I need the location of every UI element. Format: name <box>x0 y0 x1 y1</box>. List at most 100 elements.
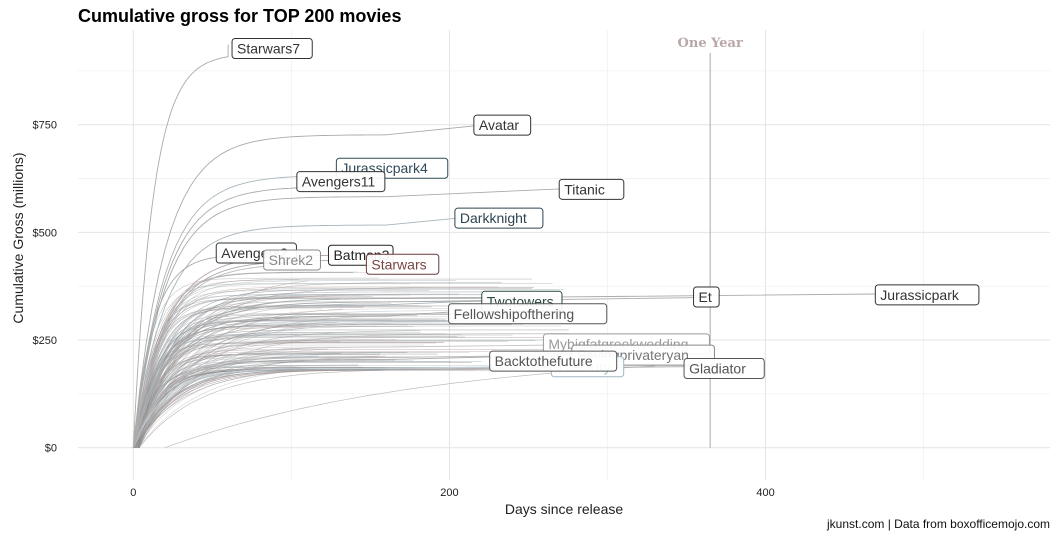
movie-line <box>136 360 414 448</box>
label-box <box>231 38 313 60</box>
movie-line <box>137 361 482 448</box>
series-line-backtothefuture <box>132 356 497 448</box>
movie-line <box>138 297 495 448</box>
series-line-fellowshipofthering <box>132 311 450 448</box>
series-line-avatar <box>132 124 482 448</box>
movie-line <box>134 301 496 448</box>
label-box <box>683 357 765 379</box>
movie-label-et: Et <box>693 286 720 308</box>
movie-label-jurassicpark: Jurassicpark <box>874 284 980 306</box>
y-tick-label: $750 <box>33 120 57 132</box>
movie-line <box>136 321 456 448</box>
label-text: Gladiator <box>689 360 746 376</box>
movie-line <box>134 324 524 448</box>
movie-label-avatar: Avatar <box>473 114 532 136</box>
series-line-thestory <box>132 365 576 448</box>
y-axis-title: Cumulative Gross (millions) <box>10 152 26 323</box>
movie-line <box>137 313 348 448</box>
movie-line <box>139 327 305 448</box>
movie-line <box>136 286 499 448</box>
movie-line <box>135 369 384 448</box>
label-box <box>454 207 544 229</box>
movie-line <box>134 329 569 448</box>
movie-line <box>133 369 361 448</box>
series-line-gladiator <box>132 366 687 448</box>
y-tick-label: $500 <box>33 227 57 239</box>
one-year-label: One Year <box>678 36 743 51</box>
label-text: Darkknight <box>460 210 527 226</box>
chart-title: Cumulative gross for TOP 200 movies <box>78 6 401 26</box>
movie-line <box>137 359 395 448</box>
movie-line <box>133 348 329 448</box>
label-box <box>693 286 720 308</box>
series-line-darkknight <box>132 217 458 448</box>
label-text: Et <box>699 289 712 305</box>
movie-line <box>136 334 513 448</box>
movie-label-darkknight: Darkknight <box>454 207 544 229</box>
x-tick-label: 400 <box>756 487 774 499</box>
movie-label-fellowshipofthering: Fellowshipofthering <box>448 303 608 325</box>
movie-line <box>133 366 363 448</box>
label-text: Avengers11 <box>302 174 376 190</box>
movie-label-titanic: Titanic <box>558 178 625 200</box>
y-axis-ticks: $0 $250 $500 $750 <box>33 120 57 455</box>
movie-line <box>135 367 364 448</box>
movie-label-backtothefuture: Backtothefuture <box>489 350 618 372</box>
movie-line <box>138 336 465 448</box>
label-box <box>448 303 608 325</box>
series-lines <box>132 44 877 448</box>
movie-line <box>137 288 532 448</box>
movie-line <box>134 283 553 448</box>
label-text: Titanic <box>564 181 605 197</box>
label-box <box>489 350 618 372</box>
series-line-et <box>132 296 711 448</box>
label-box <box>365 253 440 275</box>
chart-caption: jkunst.com | Data from boxofficemojo.com <box>826 517 1050 531</box>
series-line-jurassicpark <box>132 293 877 448</box>
label-text: Jurassicpark <box>880 287 960 303</box>
label-text: Avatar <box>479 117 520 133</box>
movie-line <box>137 280 456 448</box>
movie-line <box>133 282 502 448</box>
movie-label-avengers11: Avengers11 <box>296 171 386 193</box>
movie-line <box>135 272 354 448</box>
label-text: Starwars <box>371 256 426 272</box>
y-tick-label: $0 <box>45 443 57 455</box>
movie-line <box>135 342 444 448</box>
movie-line <box>136 308 323 448</box>
movie-line <box>136 336 457 448</box>
movie-line <box>135 325 378 448</box>
series-line-titanic <box>132 188 561 448</box>
movie-label-starwars7: Starwars7 <box>231 38 313 60</box>
label-box <box>263 249 321 271</box>
movie-line <box>137 290 429 448</box>
movie-label-shrek2: Shrek2 <box>263 249 321 271</box>
movie-line <box>136 354 380 448</box>
series-line-avengers11 <box>132 179 308 448</box>
x-axis-title: Days since release <box>505 501 623 517</box>
x-axis-ticks: 0 200 400 <box>130 487 774 499</box>
movie-label-gladiator: Gladiator <box>683 357 765 379</box>
y-tick-label: $250 <box>33 335 57 347</box>
movie-line <box>133 334 462 448</box>
label-box <box>874 284 980 306</box>
movie-line <box>136 279 299 448</box>
series-line-starwars7 <box>132 44 229 448</box>
label-box <box>473 114 532 136</box>
movie-line <box>136 293 460 448</box>
movie-line <box>133 271 358 448</box>
label-text: Shrek2 <box>269 252 314 268</box>
movie-label-starwars: Starwars <box>365 253 440 275</box>
movie-line <box>134 333 554 448</box>
one-year-reference: One Year <box>678 36 743 448</box>
movie-line <box>138 368 308 448</box>
label-box <box>558 178 625 200</box>
movie-line <box>133 277 379 448</box>
series-line-shrek2 <box>132 260 277 448</box>
x-tick-label: 0 <box>130 487 136 499</box>
label-box <box>296 171 386 193</box>
movie-line <box>136 369 476 448</box>
label-text: Backtothefuture <box>495 353 593 369</box>
series-line-savingprivateryan <box>132 354 608 448</box>
